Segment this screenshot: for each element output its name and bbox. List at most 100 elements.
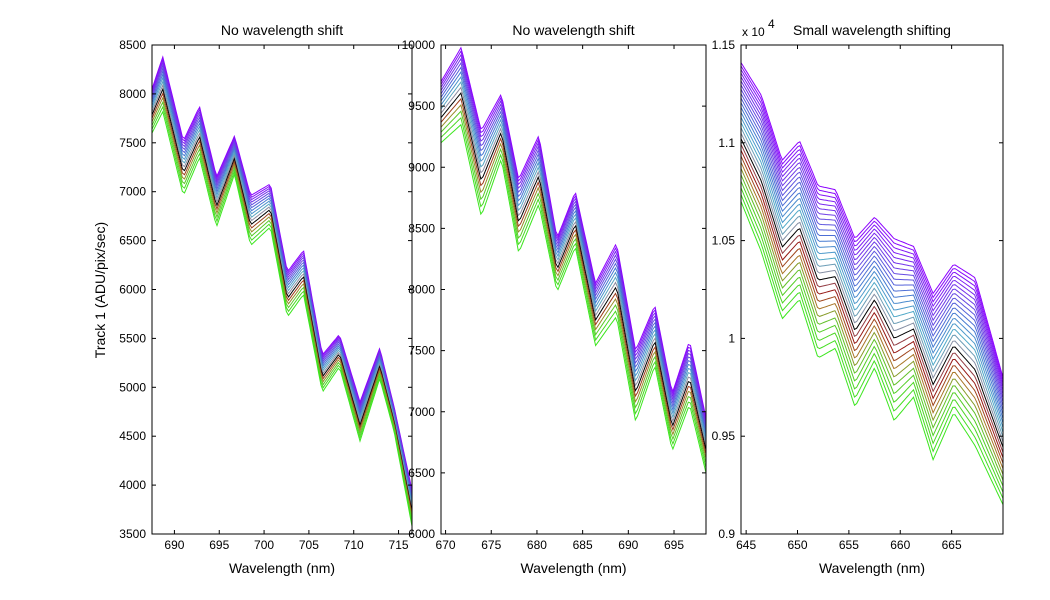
series-group — [152, 55, 412, 527]
series-line-12 — [741, 107, 1003, 419]
series-group — [441, 46, 706, 474]
x-tick-label: 695 — [209, 538, 229, 552]
series-line-11 — [152, 87, 412, 512]
series-line-1 — [741, 62, 1003, 378]
y-tick-label: 5000 — [119, 380, 146, 394]
plot-frame — [440, 44, 707, 535]
series-line-16 — [441, 123, 706, 474]
series-line-7 — [741, 84, 1003, 399]
series-line-14 — [741, 117, 1003, 428]
series-line-3 — [741, 69, 1003, 385]
y-exponent-label: x 10 — [742, 25, 765, 39]
y-tick-label: 0.9 — [718, 527, 735, 541]
series-line-14 — [152, 100, 412, 520]
series-line-8 — [741, 89, 1003, 403]
y-tick-label: 0.95 — [712, 429, 736, 443]
y-tick-label: 7500 — [119, 136, 146, 150]
x-tick-label: 670 — [436, 538, 456, 552]
x-tick-label: 655 — [839, 538, 859, 552]
series-line-6 — [441, 66, 706, 433]
panel-right: 0.9 0.95 1 1.05 1.1 1.15 645 650 655 660 665 Small … — [712, 17, 1004, 576]
series-line-2 — [441, 50, 706, 421]
series-line-6 — [152, 69, 412, 500]
chart-title: No wavelength shift — [221, 22, 343, 38]
series-line-7 — [441, 70, 706, 436]
x-tick-label: 660 — [890, 538, 910, 552]
series-line-19 — [741, 144, 1003, 453]
series-line-18 — [741, 138, 1003, 448]
x-tick-label: 695 — [664, 538, 684, 552]
y-tick-label: 7500 — [408, 344, 435, 358]
y-tick-label: 10000 — [402, 38, 436, 52]
y-tick-label: 8000 — [408, 283, 435, 297]
x-tick-label: 715 — [389, 538, 409, 552]
x-tick-label: 680 — [527, 538, 547, 552]
series-line-12 — [441, 97, 706, 455]
y-tick-label: 6000 — [408, 527, 435, 541]
series-line-28 — [741, 201, 1003, 505]
series-line-5 — [741, 76, 1003, 391]
series-line-14 — [441, 110, 706, 464]
series-line-7 — [152, 72, 412, 502]
series-line-17 — [741, 132, 1003, 443]
y-exponent-power: 4 — [768, 17, 775, 31]
series-line-24 — [741, 174, 1003, 481]
y-tick-label: 9000 — [408, 160, 435, 174]
series-line-16 — [152, 110, 412, 527]
series-line-16 — [741, 127, 1003, 438]
series-line-9 — [152, 79, 412, 507]
x-tick-label: 700 — [254, 538, 274, 552]
y-axis-label: Track 1 (ADU/pix/sec) — [92, 222, 108, 358]
series-line-13 — [152, 96, 412, 517]
series-line-8 — [152, 76, 412, 504]
series-line-2 — [741, 65, 1003, 381]
series-line-21 — [741, 155, 1003, 464]
y-tick-label: 5500 — [119, 331, 146, 345]
series-line-26 — [741, 187, 1003, 493]
plot-frame — [740, 44, 1004, 535]
series-line-23 — [741, 168, 1003, 475]
y-tick-label: 6500 — [119, 234, 146, 248]
series-line-9 — [441, 80, 706, 443]
series-line-10 — [441, 86, 706, 447]
series-line-10 — [741, 97, 1003, 411]
series-line-22 — [741, 161, 1003, 469]
y-tick-label: 6000 — [119, 283, 146, 297]
series-line-13 — [441, 103, 706, 459]
y-tick-label: 8500 — [119, 38, 146, 52]
series-line-5 — [441, 61, 706, 429]
series-line-13 — [741, 112, 1003, 424]
y-tick-label: 8500 — [408, 221, 435, 235]
x-tick-label: 645 — [736, 538, 756, 552]
x-tick-label: 690 — [164, 538, 184, 552]
series-line-10 — [152, 83, 412, 509]
series-line-3 — [441, 53, 706, 424]
series-line-11 — [441, 92, 706, 451]
y-tick-label: 9500 — [408, 99, 435, 113]
panel-left: 3500 4000 4500 5000 5500 6000 6500 7000 7500 8000… — [119, 22, 413, 576]
y-tick-label: 1 — [728, 331, 735, 345]
x-tick-label: 665 — [942, 538, 962, 552]
y-tick-label: 7000 — [119, 185, 146, 199]
y-tick-label: 8000 — [119, 87, 146, 101]
chart-title: Small wavelength shifting — [793, 22, 951, 38]
series-line-15 — [152, 105, 412, 524]
series-line-4 — [741, 72, 1003, 388]
x-tick-label: 690 — [618, 538, 638, 552]
x-tick-label: 710 — [344, 538, 364, 552]
x-axis-label: Wavelength (nm) — [819, 560, 925, 576]
x-tick-label: 650 — [787, 538, 807, 552]
x-tick-label: 685 — [573, 538, 593, 552]
x-axis-label: Wavelength (nm) — [520, 560, 626, 576]
y-tick-label: 3500 — [119, 527, 146, 541]
x-tick-label: 675 — [481, 538, 501, 552]
y-tick-label: 7000 — [408, 405, 435, 419]
y-tick-label: 4500 — [119, 429, 146, 443]
series-line-15 — [441, 116, 706, 469]
series-line-6 — [741, 80, 1003, 395]
series-line-15 — [741, 122, 1003, 433]
series-line-25 — [741, 181, 1003, 487]
y-tick-label: 4000 — [119, 478, 146, 492]
x-axis-label: Wavelength (nm) — [229, 560, 335, 576]
